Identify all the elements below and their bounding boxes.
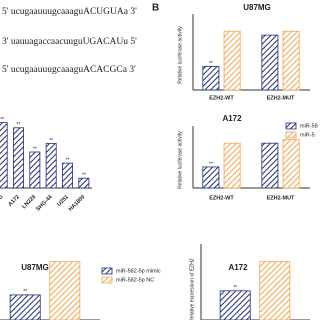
x-tick-label: U251 [56, 194, 70, 208]
significance-label: ** [0, 117, 4, 123]
legend-swatch [101, 276, 113, 284]
y-axis-label: Relative expression of EZH2 [189, 258, 195, 320]
bar [62, 162, 73, 189]
bar [9, 294, 41, 320]
bar [259, 261, 291, 320]
panel-label: B [152, 3, 159, 14]
chart-title: U87MG [21, 263, 49, 272]
x-tick-label: EZH2-MUT [267, 195, 295, 201]
significance-label: ** [209, 61, 213, 67]
legend-swatch [285, 122, 297, 130]
legend-label: miR-58 [300, 123, 318, 129]
bar [13, 127, 24, 189]
x-tick-label: HA1800 [68, 194, 87, 213]
bar [202, 66, 220, 91]
x-tick-label: EZH2-MUT [267, 95, 295, 101]
chart-title: A172 [228, 263, 248, 272]
significance-label: ** [233, 285, 237, 291]
significance-label: ** [17, 122, 21, 128]
x-tick-label: EZH2-WT [209, 195, 234, 201]
significance-label: ** [209, 161, 213, 167]
bar [29, 151, 41, 189]
bar [49, 261, 81, 320]
bar [223, 30, 241, 91]
legend-label: miR-582-5p NC [116, 277, 154, 283]
bar [223, 142, 241, 189]
significance-label: ** [23, 289, 27, 295]
sequence: 5' ucugaauuugcaaaguACACGCa 3' [2, 65, 136, 75]
sequence: 3' uauuagaccaacuuguUGACAUu 5' [2, 37, 137, 47]
bar [282, 139, 300, 189]
bar [282, 30, 300, 91]
y-axis-label: Relative luciferase activity [177, 131, 183, 189]
bar [219, 290, 251, 320]
chart-title: A172 [222, 114, 242, 123]
significance-label: ** [82, 173, 86, 179]
sequence: 5' ucugaauuugcaaaguACUGUAa 3' [2, 7, 137, 17]
legend-swatch [285, 131, 297, 139]
legend-swatch [101, 267, 113, 275]
y-axis-label: Relative luciferase activity [177, 26, 183, 84]
bar [0, 122, 8, 189]
significance-label: ** [33, 146, 37, 152]
significance-label: ** [49, 138, 53, 144]
bar [202, 166, 220, 189]
bar [78, 177, 90, 189]
legend-label: miR-5 [300, 132, 315, 138]
bar [45, 143, 57, 189]
x-tick-label: MG [0, 194, 5, 205]
bar [261, 142, 279, 189]
chart-title: U87MG [243, 3, 271, 12]
x-tick-label: SHG-44 [35, 194, 54, 213]
legend-label: miR-582-5p mimic [116, 268, 161, 274]
significance-label: ** [66, 157, 70, 163]
x-tick-label: A172 [7, 194, 21, 208]
bar [261, 34, 279, 91]
x-tick-label: EZH2-WT [209, 95, 234, 101]
